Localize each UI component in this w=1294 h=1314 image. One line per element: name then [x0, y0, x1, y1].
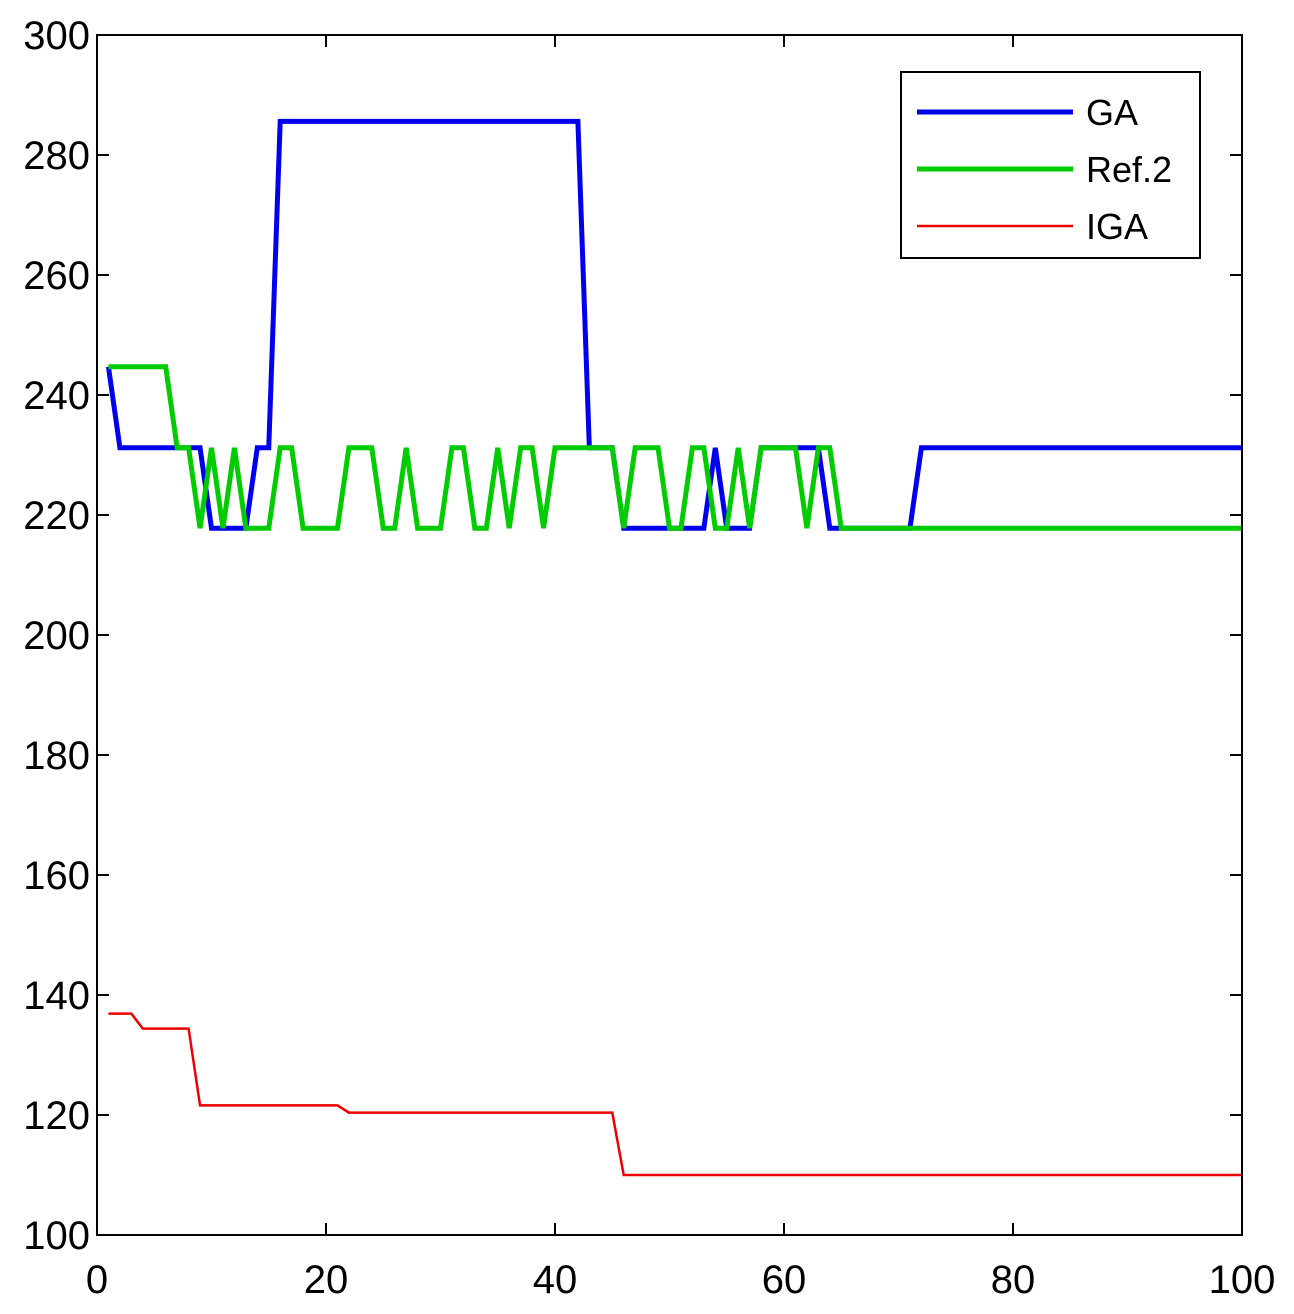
x-tick-label: 0	[86, 1258, 108, 1302]
y-tick-label: 240	[23, 374, 90, 418]
legend: GA Ref.2 IGA	[900, 71, 1201, 259]
x-tick-label: 60	[762, 1258, 807, 1302]
y-tick-label: 260	[23, 254, 90, 298]
y-tick-label: 200	[23, 614, 90, 658]
y-tick-label: 300	[23, 14, 90, 58]
series-layer	[105, 118, 1242, 1177]
legend-label: IGA	[1086, 206, 1148, 247]
tick-layer: 0 20 40 60 80 100 100 120 140 160 180 200 220 240 260 2…	[23, 14, 1275, 1302]
y-tick-label: 280	[23, 134, 90, 178]
y-tick-label: 100	[23, 1214, 90, 1258]
series-line-iga	[108, 1012, 1242, 1177]
y-tick-label: 180	[23, 734, 90, 778]
legend-label: GA	[1086, 92, 1138, 133]
y-tick-label: 120	[23, 1094, 90, 1138]
x-tick-label: 20	[304, 1258, 349, 1302]
y-tick-label: 160	[23, 854, 90, 898]
x-tick-label: 80	[991, 1258, 1036, 1302]
legend-label: Ref.2	[1086, 149, 1172, 190]
series-line-ref-2	[108, 364, 1242, 531]
x-tick-label: 100	[1209, 1258, 1276, 1302]
x-tick-label: 40	[533, 1258, 578, 1302]
y-tick-label: 220	[23, 494, 90, 538]
y-tick-label: 140	[23, 974, 90, 1018]
